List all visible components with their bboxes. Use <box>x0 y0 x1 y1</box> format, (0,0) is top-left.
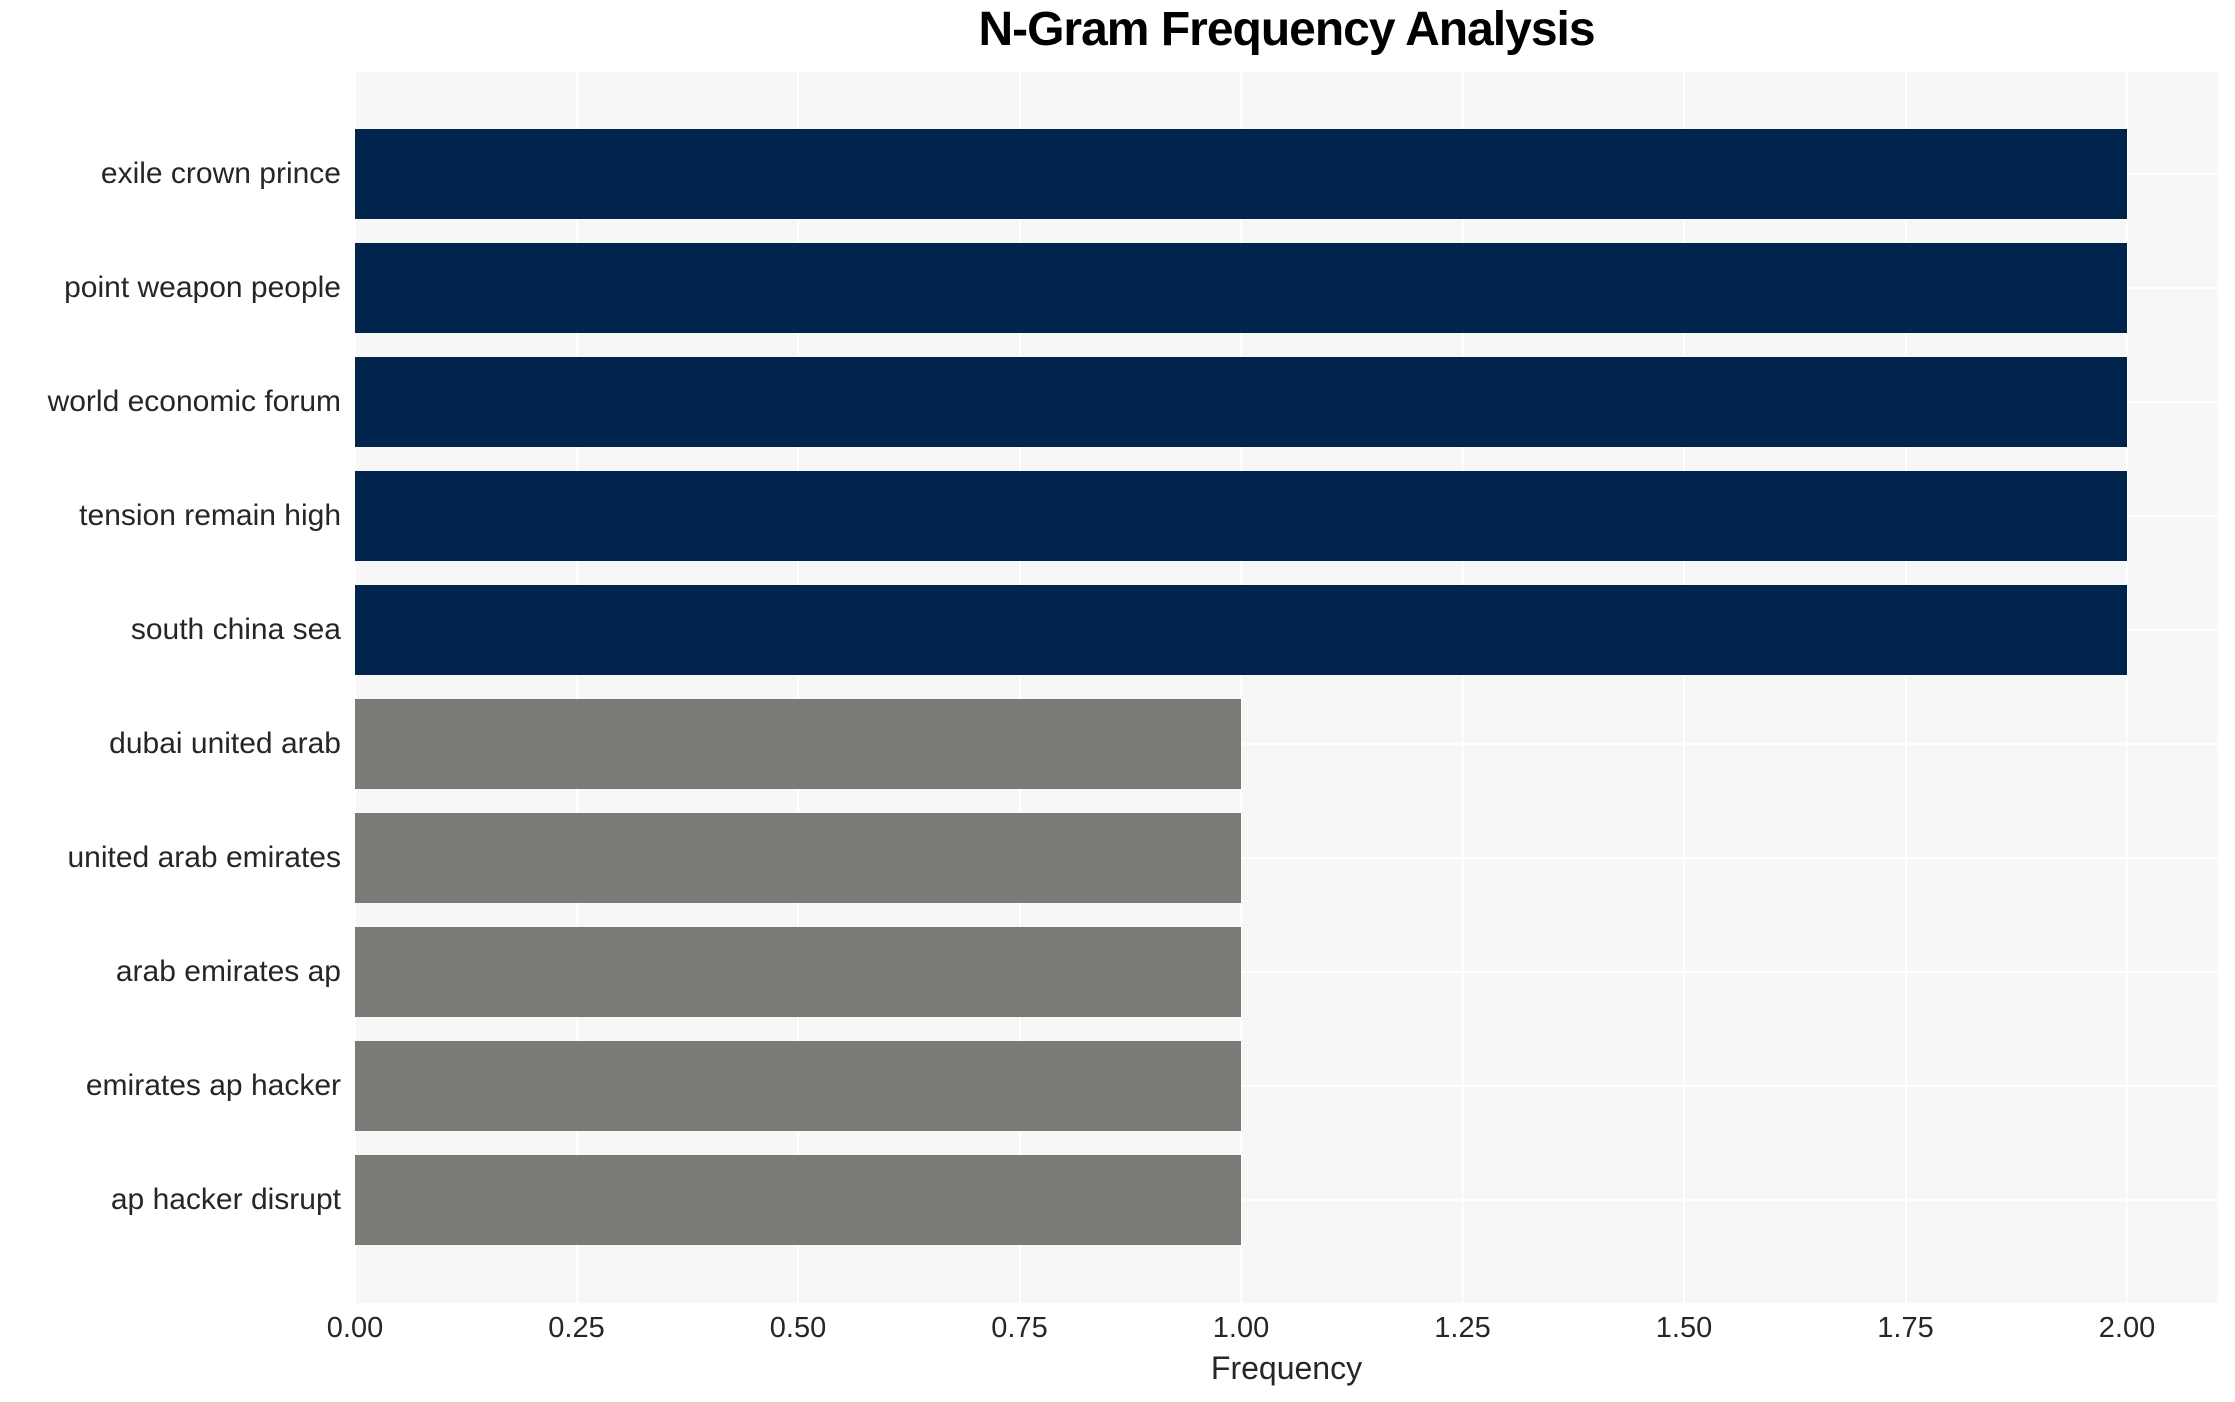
bar-ap-hacker-disrupt <box>355 1155 1241 1245</box>
y-label-row: tension remain high <box>0 459 341 573</box>
gridline-vertical <box>1683 72 1685 1303</box>
gridline-horizontal <box>355 1085 2218 1087</box>
bars-container <box>355 72 2218 1303</box>
x-tick-label: 1.50 <box>1655 1312 1713 1344</box>
bar-row <box>355 117 2218 231</box>
x-tick-label: 0.75 <box>991 1312 1048 1344</box>
y-axis-label: arab emirates ap <box>115 955 341 988</box>
y-axis-label: south china sea <box>130 613 341 646</box>
bar-exile-crown-prince <box>355 129 2127 219</box>
y-axis-label: exile crown prince <box>100 157 341 190</box>
bar-world-economic-forum <box>355 357 2127 447</box>
y-label-row: exile crown prince <box>0 117 341 231</box>
bar-united-arab-emirates <box>355 813 1241 903</box>
bar-south-china-sea <box>355 585 2127 675</box>
y-label-row: dubai united arab <box>0 687 341 801</box>
y-label-row: united arab emirates <box>0 801 342 915</box>
bar-row <box>355 231 2218 345</box>
gridline-vertical <box>797 72 799 1303</box>
y-label-row: world economic forum <box>0 345 341 459</box>
x-tick-label: 0.50 <box>769 1312 827 1344</box>
gridline-vertical <box>1018 72 1021 1303</box>
bar-row <box>355 687 2218 801</box>
y-axis-labels: exile crown prince point weapon people wor… <box>0 72 341 1303</box>
y-label-row: south china sea <box>0 573 341 687</box>
bar-row <box>355 915 2218 1029</box>
bar-dubai-united-arab <box>355 699 1241 789</box>
gridline-horizontal <box>355 857 2218 859</box>
y-label-row: emirates ap hacker <box>0 1029 341 1143</box>
gridline-horizontal <box>355 1199 2218 1201</box>
y-axis-label: united arab emirates <box>67 841 342 874</box>
y-label-row: arab emirates ap <box>0 915 341 1029</box>
bar-row <box>355 345 2218 459</box>
y-label-row: ap hacker disrupt <box>0 1143 341 1257</box>
bar-emirates-ap-hacker <box>355 1041 1241 1131</box>
y-axis-label: dubai united arab <box>109 727 341 760</box>
bar-point-weapon-people <box>355 243 2127 333</box>
y-axis-label: point weapon people <box>64 271 341 304</box>
gridline-vertical <box>575 72 578 1303</box>
bar-row <box>355 1029 2218 1143</box>
gridline-vertical <box>354 72 356 1303</box>
bar-row <box>355 801 2218 915</box>
y-label-row: point weapon people <box>0 231 341 345</box>
x-tick-label: 0.25 <box>548 1312 605 1344</box>
x-tick-label: 1.75 <box>1877 1312 1934 1344</box>
chart-title: N-Gram Frequency Analysis <box>978 3 1595 56</box>
y-axis-label: emirates ap hacker <box>85 1069 341 1102</box>
gridline-vertical <box>1240 72 1242 1303</box>
x-axis-label: Frequency <box>1210 1350 1363 1386</box>
gridline-horizontal <box>355 971 2218 973</box>
x-tick-label: 1.00 <box>1212 1312 1270 1344</box>
bar-row <box>355 1143 2218 1257</box>
x-tick-label: 1.25 <box>1434 1312 1491 1344</box>
gridline-vertical <box>1461 72 1464 1303</box>
plot-area <box>354 72 2218 1303</box>
bar-arab-emirates-ap <box>355 927 1241 1017</box>
x-tick-label: 2.00 <box>2098 1312 2156 1344</box>
y-axis-label: ap hacker disrupt <box>110 1183 341 1216</box>
bar-row <box>355 573 2218 687</box>
gridline-vertical <box>1904 72 1907 1303</box>
y-axis-label: world economic forum <box>47 385 341 418</box>
bar-row <box>355 459 2218 573</box>
x-tick-label: 0.00 <box>326 1312 384 1344</box>
gridline-horizontal <box>355 743 2218 745</box>
y-axis-label: tension remain high <box>79 499 341 532</box>
gridline-vertical <box>2126 72 2128 1303</box>
bar-tension-remain-high <box>355 471 2127 561</box>
